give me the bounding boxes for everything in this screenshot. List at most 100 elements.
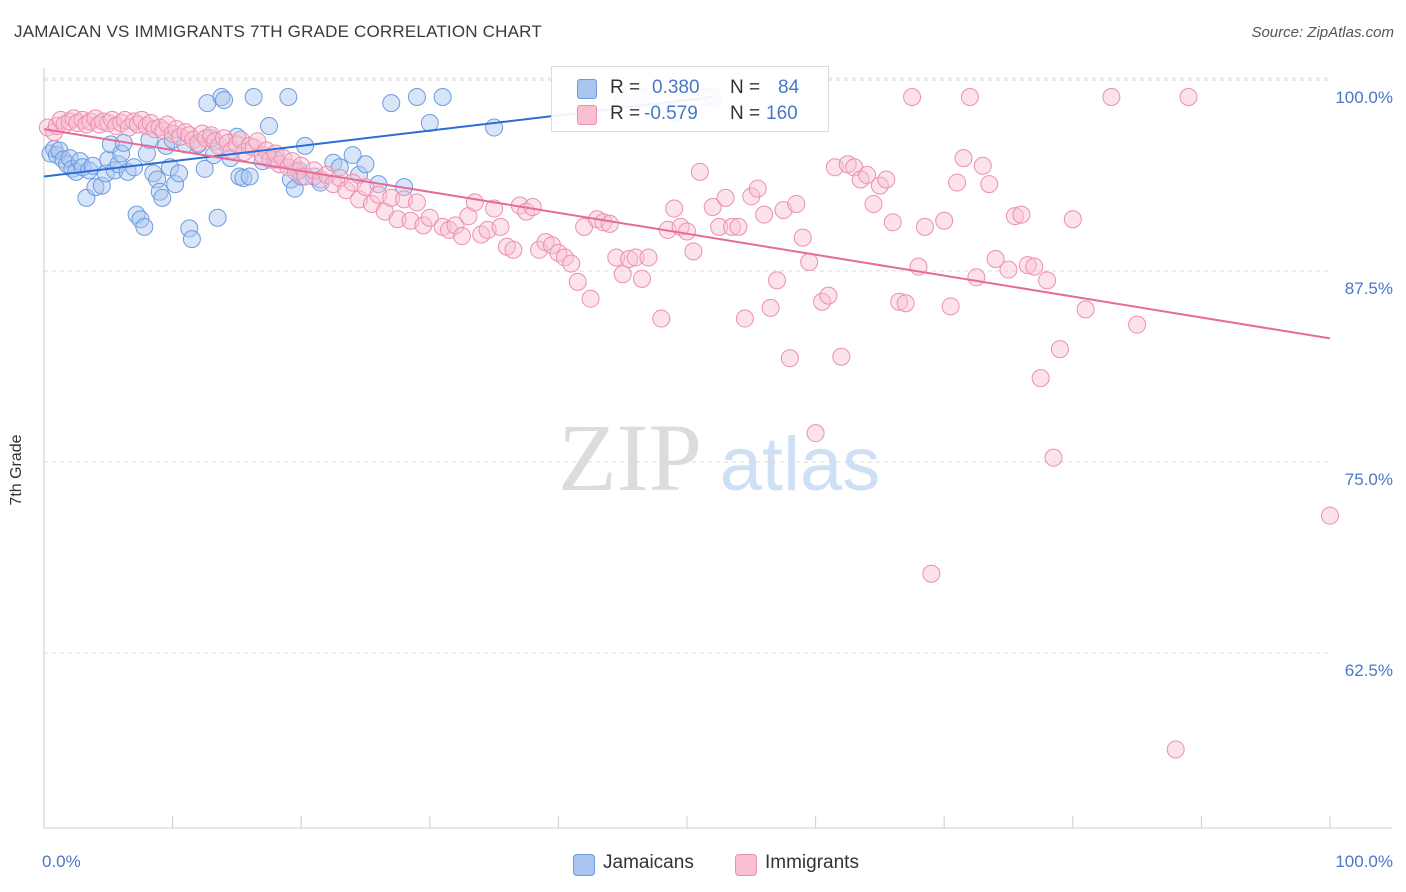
- immigrant-point: [806, 424, 825, 443]
- immigrant-point: [903, 88, 922, 106]
- jamaican-point: [244, 88, 263, 106]
- immigrant-point: [948, 173, 967, 192]
- legend-label-immigrants: Immigrants: [765, 852, 859, 873]
- jamaican-point: [260, 117, 279, 136]
- immigrant-point: [382, 188, 401, 207]
- immigrant-point: [549, 243, 568, 262]
- immigrant-point: [800, 253, 819, 272]
- immigrant-point: [761, 298, 780, 317]
- immigrant-point: [890, 292, 909, 311]
- immigrant-point: [568, 272, 587, 291]
- y-tick-label: 100.0%: [1335, 88, 1393, 107]
- x-tick-label-max: 100.0%: [1335, 852, 1393, 871]
- legend-r-value: -0.579: [644, 103, 698, 124]
- watermark-atlas: atlas: [720, 422, 881, 507]
- x-tick-label-min: 0.0%: [42, 852, 81, 871]
- axes: [43, 68, 1392, 829]
- immigrant-point: [883, 213, 902, 232]
- jamaican-point: [234, 168, 253, 187]
- legend-r-label: R =: [610, 77, 641, 98]
- immigrant-point: [819, 286, 838, 305]
- source-credit: Source: ZipAtlas.com: [1251, 24, 1394, 41]
- jamaican-point: [170, 164, 189, 183]
- jamaican-point: [112, 144, 131, 163]
- immigrant-point: [1012, 205, 1031, 224]
- immigrant-point: [158, 115, 177, 134]
- immigrant-point: [1005, 207, 1024, 226]
- legend-item-jamaicans[interactable]: Jamaicans: [573, 851, 713, 877]
- legend-item-immigrants[interactable]: Immigrants: [735, 851, 885, 877]
- immigrant-point: [600, 214, 619, 233]
- immigrant-point: [665, 199, 684, 218]
- immigrant-point: [999, 260, 1018, 279]
- immigrant-point: [1321, 506, 1339, 525]
- legend-r-label: R =: [610, 103, 641, 124]
- immigrant-point: [864, 194, 883, 213]
- watermark-zip: ZIP: [558, 404, 702, 511]
- jamaican-point: [92, 176, 111, 195]
- jamaican-point: [153, 188, 172, 207]
- y-tick-label: 87.5%: [1345, 279, 1393, 298]
- immigrant-point: [452, 227, 471, 246]
- legend-swatch-jamaicans: [577, 79, 597, 99]
- immigrant-point: [1025, 257, 1044, 276]
- immigrant-point: [954, 149, 973, 168]
- jamaican-point: [433, 88, 452, 106]
- immigrant-point: [620, 249, 639, 268]
- immigrant-point: [1050, 340, 1069, 359]
- legend-swatch-jamaicans: [573, 854, 595, 876]
- immigrant-point: [1063, 210, 1082, 229]
- legend-r-value: 0.380: [652, 77, 700, 98]
- jamaican-point: [407, 88, 426, 106]
- jamaican-point: [343, 146, 362, 165]
- immigrant-point: [414, 216, 433, 235]
- immigrants-trendline: [43, 128, 1331, 340]
- immigrant-point: [973, 156, 992, 175]
- jamaican-point: [356, 155, 375, 174]
- jamaican-point: [212, 88, 231, 106]
- immigrant-point: [967, 268, 986, 287]
- immigrant-point: [1038, 271, 1057, 290]
- immigrant-point: [1076, 300, 1095, 319]
- immigrant-point: [960, 88, 979, 106]
- immigrant-point: [581, 289, 600, 308]
- immigrant-point: [607, 248, 626, 267]
- immigrant-point: [980, 175, 999, 194]
- stats-legend: R = 0.380 N = 84 R = -0.579 N = 160: [551, 66, 829, 132]
- immigrant-point: [472, 225, 491, 244]
- jamaican-point: [50, 141, 69, 160]
- jamaican-point: [382, 94, 401, 113]
- jamaican-point: [135, 217, 154, 236]
- immigrant-point: [851, 170, 870, 189]
- immigrant-point: [491, 217, 510, 236]
- immigrant-point: [1044, 448, 1063, 467]
- immigrant-point: [68, 113, 87, 132]
- legend-row-jamaicans: R = 0.380 N = 84: [552, 75, 828, 103]
- immigrant-point: [407, 193, 426, 212]
- legend-n-label: N =: [730, 77, 761, 98]
- immigrant-point: [1128, 315, 1147, 334]
- immigrant-point: [1179, 88, 1198, 106]
- immigrant-point: [832, 347, 851, 366]
- jamaican-point: [208, 208, 227, 227]
- immigrant-point: [613, 265, 632, 284]
- jamaican-point: [86, 178, 105, 197]
- immigrant-point: [678, 222, 696, 241]
- immigrant-point: [542, 236, 561, 255]
- immigrant-point: [107, 117, 126, 136]
- chart-title: JAMAICAN VS IMMIGRANTS 7TH GRADE CORRELA…: [14, 22, 542, 41]
- immigrant-point: [337, 181, 356, 200]
- jamaican-point: [166, 175, 185, 194]
- watermark: ZIP atlas: [558, 404, 880, 511]
- y-axis-label: 7th Grade: [8, 434, 25, 506]
- immigrant-point: [755, 205, 774, 224]
- immigrant-point: [388, 210, 407, 229]
- immigrant-point: [1102, 88, 1121, 106]
- immigrant-point: [858, 165, 877, 184]
- legend-n-label: N =: [730, 103, 761, 124]
- immigrant-point: [684, 242, 703, 261]
- y-tick-label: 62.5%: [1345, 661, 1393, 680]
- immigrant-point: [877, 170, 896, 189]
- jamaican-point: [182, 230, 201, 249]
- legend-swatch-immigrants: [735, 854, 757, 876]
